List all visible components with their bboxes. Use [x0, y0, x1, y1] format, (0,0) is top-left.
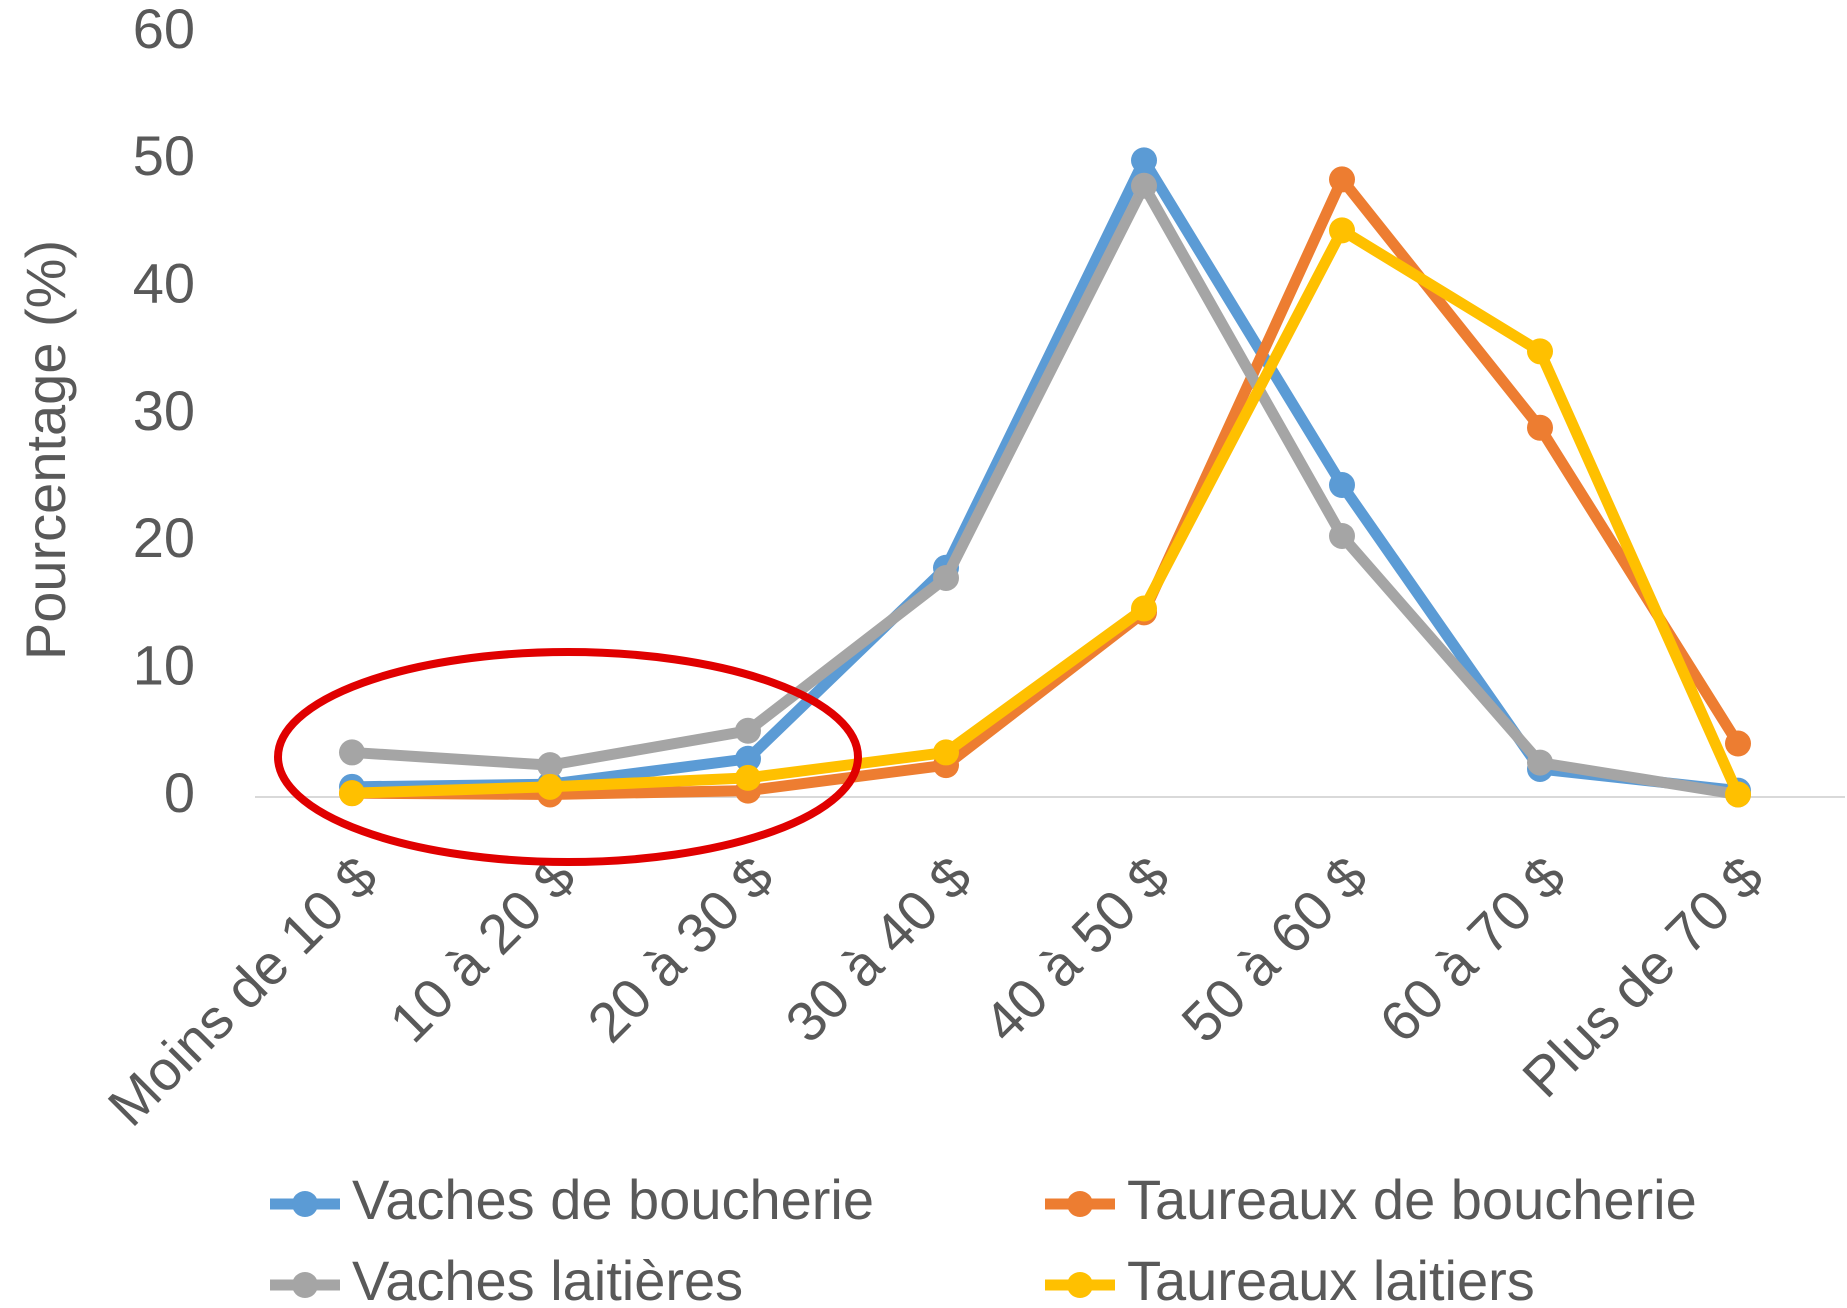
y-tick-label: 0: [164, 761, 195, 824]
y-tick-label: 60: [133, 0, 195, 60]
data-point: [1527, 338, 1553, 365]
data-point: [1725, 730, 1751, 757]
data-point: [1527, 749, 1553, 776]
data-point: [735, 745, 761, 772]
data-point: [537, 752, 563, 779]
data-point: [1329, 472, 1355, 499]
x-tick-label: Moins de 10 $: [96, 844, 389, 1137]
legend-marker: [292, 1272, 318, 1298]
y-tick-label: 40: [133, 251, 195, 314]
data-point: [735, 717, 761, 744]
x-tick-label: 20 à 30 $: [575, 844, 785, 1054]
y-tick-label: 50: [133, 124, 195, 187]
legend-marker: [292, 1191, 318, 1217]
legend-label: Vaches de boucherie: [352, 1168, 874, 1231]
data-point: [339, 780, 365, 807]
highlight-ellipse: [274, 648, 862, 866]
y-tick-label: 30: [133, 379, 195, 442]
y-tick-label: 20: [133, 506, 195, 569]
legend-marker: [1067, 1272, 1093, 1298]
series-line: [351, 180, 1739, 800]
data-point: [735, 764, 761, 791]
series-line: [351, 154, 1739, 797]
legend-label: Taureaux de boucherie: [1127, 1168, 1697, 1231]
x-tick-label: 40 à 50 $: [971, 844, 1181, 1054]
data-point: [1131, 595, 1157, 622]
y-axis-label: Pourcentage (%): [14, 240, 77, 660]
series-line: [351, 224, 1744, 799]
y-tick-label: 10: [133, 633, 195, 696]
data-point: [537, 773, 563, 800]
data-point: [933, 739, 959, 766]
x-tick-label: 30 à 40 $: [773, 844, 983, 1054]
data-point: [1131, 147, 1157, 174]
data-point: [933, 564, 959, 591]
data-point: [1725, 781, 1751, 808]
x-tick-label: 10 à 20 $: [377, 844, 587, 1054]
legend-label: Vaches laitières: [352, 1249, 743, 1308]
legend-label: Taureaux laitiers: [1127, 1249, 1535, 1308]
series-line: [351, 173, 1743, 800]
data-point: [1329, 522, 1355, 549]
data-point: [1329, 217, 1355, 244]
data-point: [1131, 172, 1157, 199]
data-point: [1527, 414, 1553, 441]
x-tick-label: 60 à 70 $: [1367, 844, 1577, 1054]
x-tick-label: 50 à 60 $: [1169, 844, 1379, 1054]
data-point: [339, 739, 365, 766]
legend-marker: [1067, 1191, 1093, 1217]
data-point: [1329, 166, 1355, 193]
